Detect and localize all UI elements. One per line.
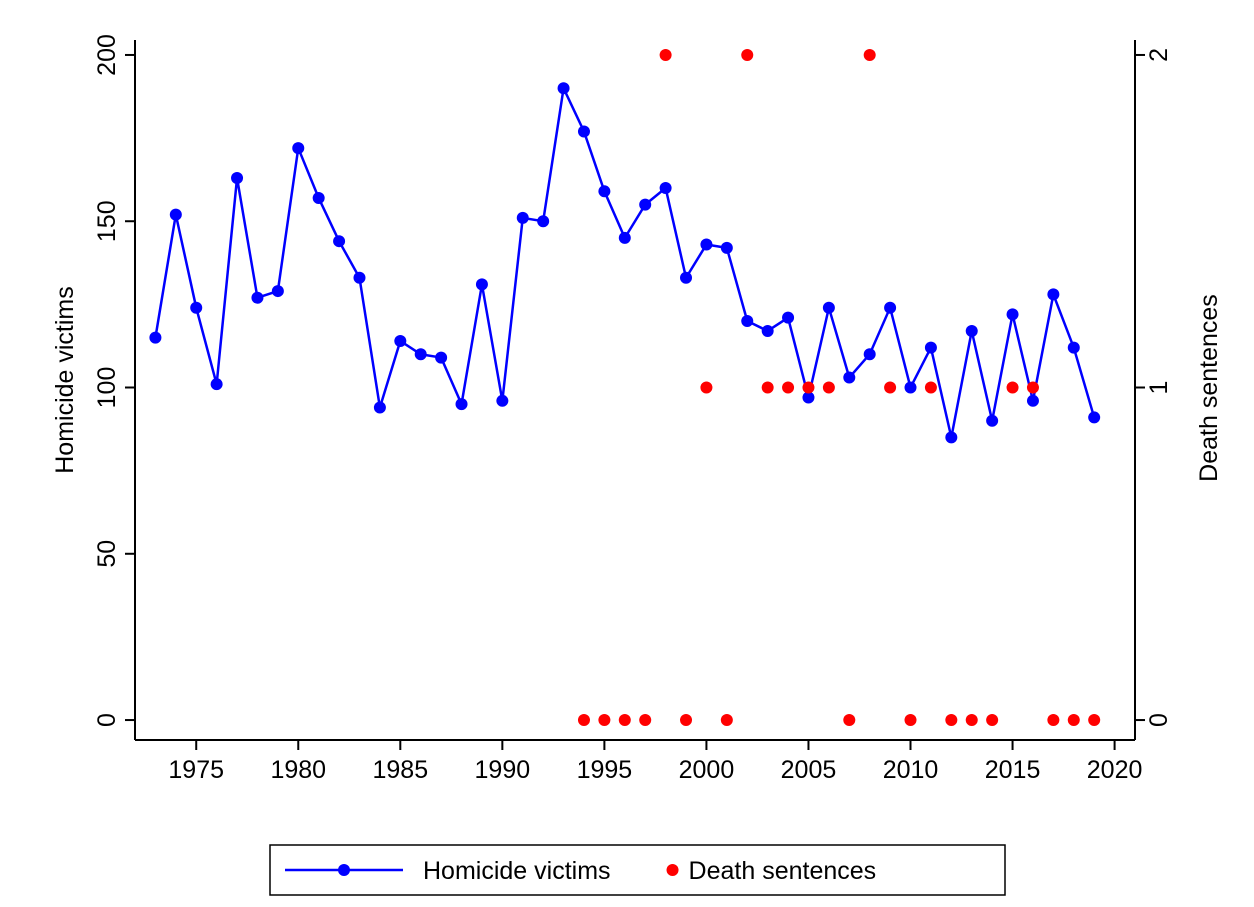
y-axis-label: Homicide victims (51, 286, 79, 474)
y2-tick-label: 1 (1145, 381, 1173, 395)
marker (782, 311, 795, 324)
marker (761, 381, 774, 394)
marker (822, 381, 835, 394)
marker (700, 238, 713, 251)
x-tick-label: 2010 (883, 756, 939, 784)
marker (700, 381, 713, 394)
marker (720, 241, 733, 254)
y-tick-label: 200 (93, 34, 121, 76)
marker (577, 125, 590, 138)
marker (986, 714, 999, 727)
marker (965, 714, 978, 727)
marker (1026, 394, 1039, 407)
marker (557, 82, 570, 95)
marker (680, 271, 693, 284)
marker (680, 714, 693, 727)
marker (802, 381, 815, 394)
marker (394, 334, 407, 347)
marker (1006, 308, 1019, 321)
x-tick-label: 1985 (372, 756, 428, 784)
marker (333, 235, 346, 248)
x-tick-label: 1995 (577, 756, 633, 784)
marker (516, 211, 529, 224)
marker (863, 348, 876, 361)
legend-label: Homicide victims (423, 857, 611, 885)
marker (312, 191, 325, 204)
x-tick-label: 2020 (1087, 756, 1143, 784)
marker (292, 142, 305, 155)
marker (598, 185, 611, 198)
x-tick-label: 1990 (475, 756, 531, 784)
y2-tick-label: 2 (1145, 48, 1173, 62)
x-tick-label: 2000 (679, 756, 735, 784)
marker (761, 324, 774, 337)
marker (1047, 714, 1060, 727)
marker (924, 341, 937, 354)
marker (618, 231, 631, 244)
marker (741, 314, 754, 327)
marker (884, 381, 897, 394)
x-tick-label: 2005 (781, 756, 837, 784)
marker (822, 301, 835, 314)
marker (639, 198, 652, 211)
x-tick-label: 2015 (985, 756, 1041, 784)
marker (210, 378, 223, 391)
marker (986, 414, 999, 427)
y2-axis-label: Death sentences (1195, 294, 1223, 482)
marker (924, 381, 937, 394)
legend-label: Death sentences (689, 857, 877, 885)
marker (843, 371, 856, 384)
legend-marker (666, 864, 679, 876)
marker (782, 381, 795, 394)
marker (373, 401, 386, 414)
marker (904, 714, 917, 727)
legend-marker (338, 864, 350, 876)
y-tick-label: 0 (93, 713, 121, 727)
y2-tick-label: 0 (1145, 713, 1173, 727)
marker (475, 278, 488, 291)
marker (1067, 341, 1080, 354)
marker (169, 208, 182, 221)
y-tick-label: 100 (93, 367, 121, 409)
marker (353, 271, 366, 284)
y-tick-label: 150 (93, 200, 121, 242)
marker (802, 391, 815, 404)
marker (414, 348, 427, 361)
marker (843, 714, 856, 727)
marker (884, 301, 897, 314)
marker (1067, 714, 1080, 727)
marker (231, 172, 244, 185)
marker (1026, 381, 1039, 394)
marker (251, 291, 264, 304)
marker (496, 394, 509, 407)
marker (741, 48, 754, 61)
marker (904, 381, 917, 394)
marker (945, 431, 958, 444)
y-tick-label: 50 (93, 540, 121, 568)
marker (1006, 381, 1019, 394)
marker (537, 215, 550, 228)
marker (1088, 714, 1101, 727)
marker (659, 181, 672, 194)
marker (945, 714, 958, 727)
marker (639, 714, 652, 727)
marker (1047, 288, 1060, 301)
marker (863, 48, 876, 61)
marker (577, 714, 590, 727)
marker (965, 324, 978, 337)
x-tick-label: 1980 (270, 756, 326, 784)
marker (720, 714, 733, 727)
marker (598, 714, 611, 727)
x-tick-label: 1975 (168, 756, 224, 784)
marker (1088, 411, 1101, 424)
marker (271, 285, 284, 298)
marker (455, 398, 468, 411)
marker (435, 351, 448, 364)
marker (659, 48, 672, 61)
marker (149, 331, 162, 344)
marker (190, 301, 203, 314)
marker (618, 714, 631, 727)
